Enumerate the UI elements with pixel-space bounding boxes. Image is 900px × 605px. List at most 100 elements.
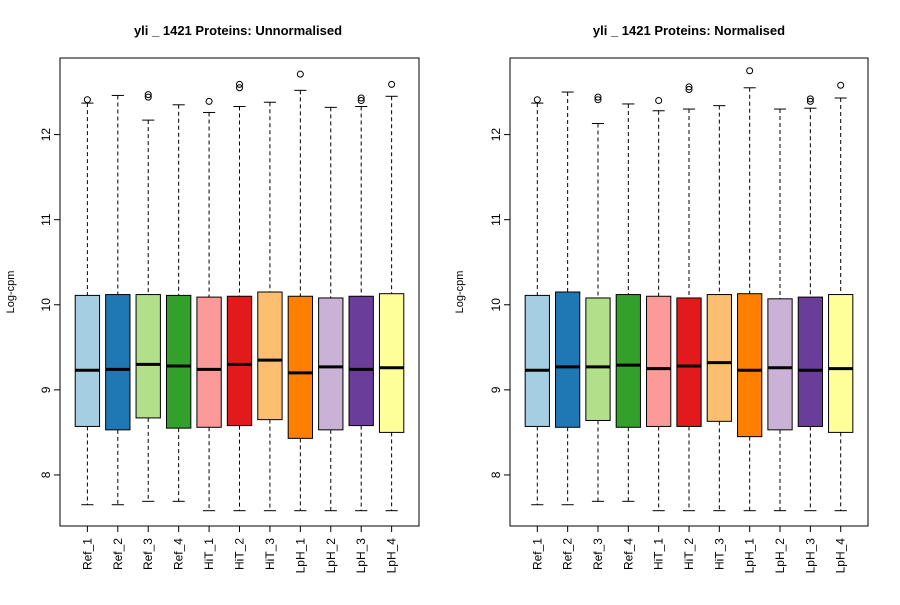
iqr-box (555, 291, 581, 428)
outlier-point (357, 97, 365, 105)
box-LpH_3 (797, 95, 823, 512)
outlier-point (837, 81, 845, 89)
box-Ref_4 (615, 103, 641, 502)
box-HiT_1 (646, 97, 672, 512)
iqr-box (135, 294, 161, 419)
x-tick-label: Ref_2 (561, 538, 575, 570)
box-HiT_3 (257, 101, 283, 512)
box-Ref_2 (555, 91, 581, 506)
outlier-point (236, 80, 243, 88)
x-tick-label: HiT_3 (263, 538, 277, 570)
box-Ref_2 (105, 94, 131, 506)
outlier-point (594, 93, 602, 101)
x-tick-label: LpH_3 (803, 538, 817, 574)
y-tick-label: 9 (39, 386, 53, 393)
outlier-point (144, 93, 152, 101)
outlier-point (83, 96, 91, 104)
iqr-box (287, 295, 314, 439)
x-tick-label: HiT_2 (233, 538, 247, 570)
iqr-box (74, 294, 101, 427)
box-HiT_3 (706, 105, 732, 512)
x-tick-label: HiT_3 (712, 538, 726, 570)
iqr-box (737, 293, 763, 438)
x-tick-label: LpH_2 (324, 538, 338, 574)
x-tick-label: LpH_3 (354, 538, 368, 574)
x-tick-label: Ref_1 (530, 538, 544, 570)
y-tick-label: 10 (39, 298, 53, 312)
iqr-box (646, 295, 672, 427)
unnormalised-ylabel: Log-cpm (5, 271, 17, 314)
box-Ref_1 (74, 96, 101, 506)
iqr-box (165, 294, 192, 429)
iqr-box (767, 298, 793, 431)
box-HiT_1 (196, 97, 222, 512)
iqr-box (585, 297, 611, 421)
outlier-point (746, 67, 754, 75)
x-tick-label: LpH_1 (293, 538, 307, 574)
iqr-box (706, 294, 732, 422)
y-tick-label: 11 (489, 213, 503, 226)
unnormalised-title: yli _ 1421 Proteins: Unnormalised (134, 23, 342, 38)
iqr-box (257, 291, 283, 421)
outlier-point (806, 95, 814, 103)
outlier-point (655, 97, 663, 105)
outlier-point (357, 94, 365, 102)
box-HiT_2 (676, 83, 702, 512)
y-tick-label: 10 (489, 298, 503, 312)
box-LpH_2 (318, 106, 344, 512)
box-LpH_4 (378, 80, 405, 512)
x-tick-label: HiT_1 (652, 538, 666, 570)
iqr-box (226, 295, 253, 427)
box-LpH_1 (737, 67, 763, 512)
x-tick-label: Ref_2 (111, 538, 125, 570)
outlier-point (806, 97, 814, 105)
y-tick-label: 12 (39, 128, 53, 142)
x-tick-label: LpH_4 (834, 538, 848, 574)
x-tick-label: Ref_3 (591, 538, 605, 570)
x-tick-label: Ref_1 (80, 538, 94, 570)
box-LpH_4 (828, 81, 854, 512)
x-tick-label: LpH_2 (773, 538, 787, 574)
normalised-panel: yli _ 1421 Proteins: Normalised Log-cpm … (454, 23, 869, 574)
box-Ref_4 (165, 104, 192, 502)
normalised-title: yli _ 1421 Proteins: Normalised (593, 23, 785, 38)
outlier-point (144, 91, 152, 99)
outlier-point (205, 97, 213, 105)
x-tick-label: Ref_4 (621, 538, 635, 570)
box-LpH_1 (287, 70, 314, 512)
iqr-box (196, 296, 222, 428)
box-HiT_2 (226, 80, 253, 512)
outlier-point (296, 70, 304, 78)
y-tick-label: 8 (489, 471, 503, 478)
y-tick-label: 8 (39, 471, 53, 478)
box-Ref_3 (135, 91, 161, 502)
x-tick-label: Ref_4 (172, 538, 186, 570)
box-Ref_3 (585, 93, 611, 502)
x-tick-label: LpH_4 (385, 538, 399, 574)
outlier-point (236, 84, 243, 92)
outlier-point (685, 85, 693, 93)
iqr-box (828, 294, 854, 433)
iqr-box (524, 294, 550, 427)
x-tick-label: HiT_2 (682, 538, 696, 570)
unnormalised-panel: yli _ 1421 Proteins: Unnormalised Log-cp… (5, 23, 420, 574)
y-tick-label: 9 (489, 386, 503, 393)
x-tick-label: Ref_3 (141, 538, 155, 570)
iqr-box (348, 295, 374, 427)
iqr-box (378, 293, 405, 433)
x-tick-label: HiT_1 (202, 538, 216, 570)
y-tick-label: 11 (39, 213, 53, 226)
outlier-point (388, 80, 396, 88)
iqr-box (105, 294, 131, 431)
box-Ref_1 (524, 96, 550, 506)
box-LpH_3 (348, 94, 374, 512)
box-LpH_2 (767, 108, 793, 512)
outlier-point (533, 96, 541, 104)
iqr-box (676, 297, 702, 427)
iqr-box (318, 297, 344, 431)
iqr-box (797, 296, 823, 427)
iqr-box (615, 294, 641, 428)
x-tick-label: LpH_1 (743, 538, 757, 574)
